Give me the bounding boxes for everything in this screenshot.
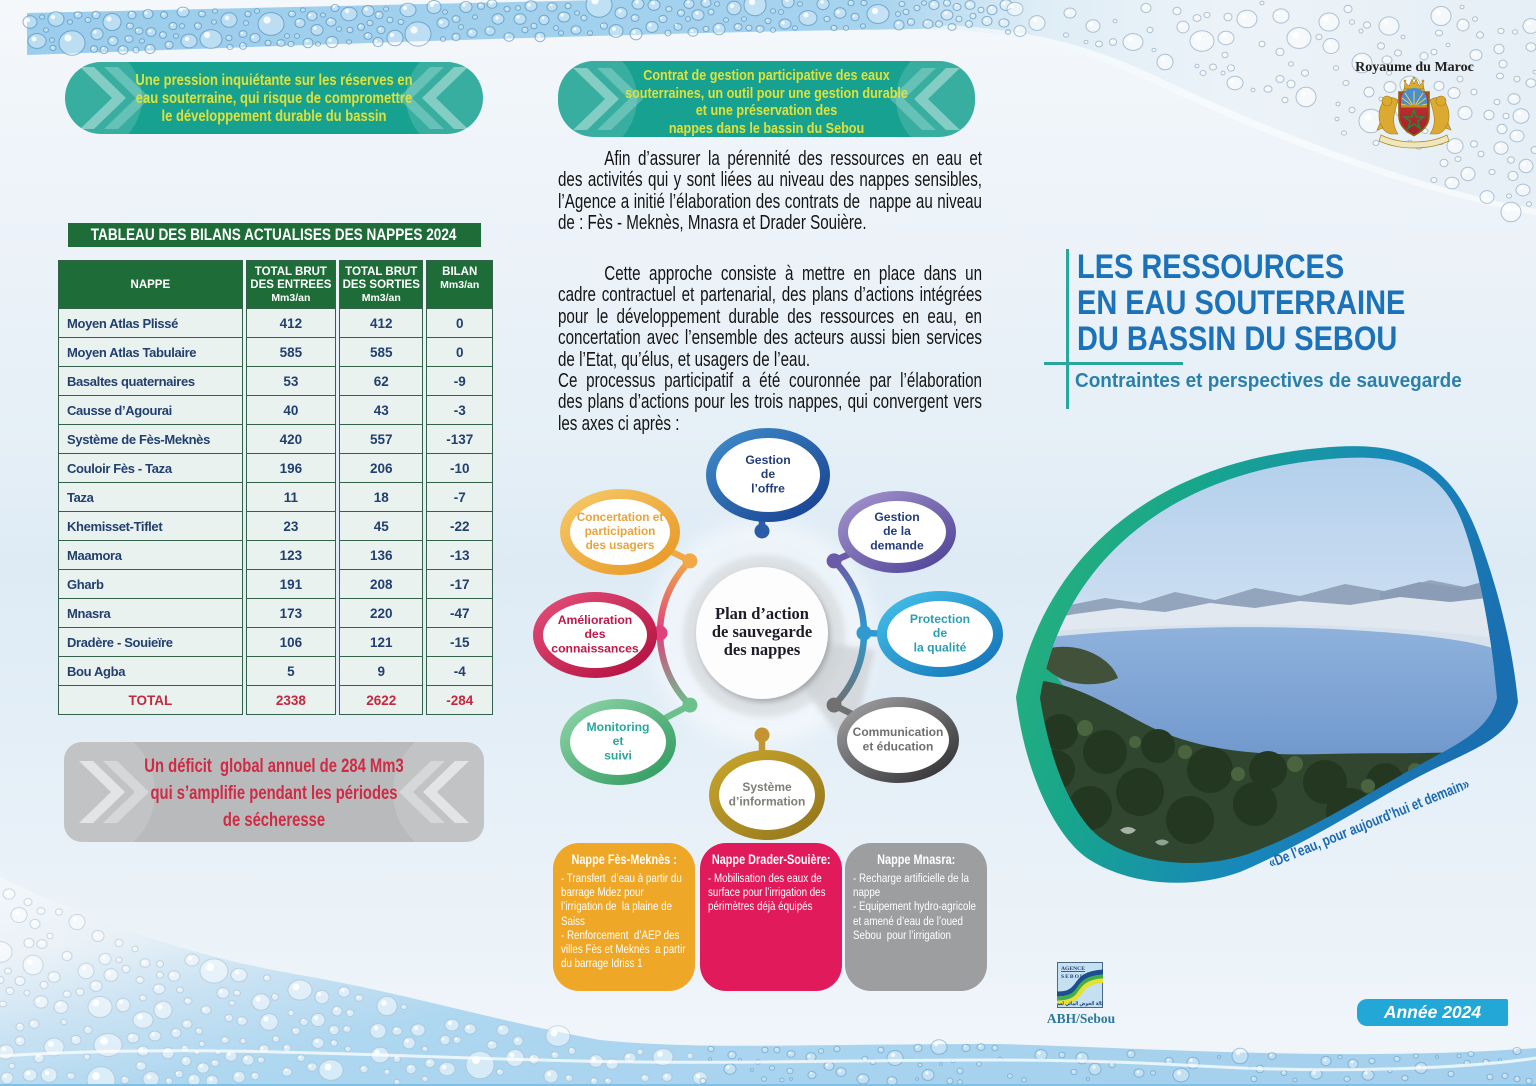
svg-text:connaissances: connaissances bbox=[551, 642, 639, 656]
svg-text:Concertation et: Concertation et bbox=[577, 510, 664, 524]
svg-text:Gestion: Gestion bbox=[874, 510, 919, 524]
svg-text:Système: Système bbox=[742, 780, 792, 794]
svg-text:وكالة الحوض المائي لسبو: وكالة الحوض المائي لسبو bbox=[1057, 1001, 1103, 1007]
svg-text:Communication: Communication bbox=[853, 725, 944, 739]
svg-text:Gestion: Gestion bbox=[745, 453, 790, 467]
svg-text:d’information: d’information bbox=[729, 794, 806, 808]
svg-text:participation: participation bbox=[585, 524, 656, 538]
svg-text:l’offre: l’offre bbox=[751, 482, 785, 496]
svg-text:Monitoring: Monitoring bbox=[587, 720, 650, 734]
svg-text:des nappes: des nappes bbox=[724, 640, 801, 659]
svg-text:de la: de la bbox=[883, 524, 911, 538]
svg-text:Amélioration: Amélioration bbox=[558, 613, 633, 627]
svg-text:la qualité: la qualité bbox=[914, 641, 967, 655]
svg-text:de sauvegarde: de sauvegarde bbox=[712, 622, 812, 641]
svg-text:demande: demande bbox=[870, 539, 924, 553]
svg-text:et: et bbox=[613, 734, 624, 748]
svg-text:Plan d’action: Plan d’action bbox=[715, 604, 809, 623]
svg-text:Protection: Protection bbox=[910, 612, 970, 626]
svg-text:de: de bbox=[933, 626, 947, 640]
svg-text:des: des bbox=[584, 627, 605, 641]
svg-text:AGENCE: AGENCE bbox=[1061, 966, 1085, 972]
svg-text:des usagers: des usagers bbox=[586, 538, 655, 552]
svg-text:de: de bbox=[761, 467, 775, 481]
svg-text:suivi: suivi bbox=[604, 749, 632, 763]
svg-text:SEBOU: SEBOU bbox=[1061, 974, 1085, 980]
svg-text:et éducation: et éducation bbox=[863, 739, 934, 753]
